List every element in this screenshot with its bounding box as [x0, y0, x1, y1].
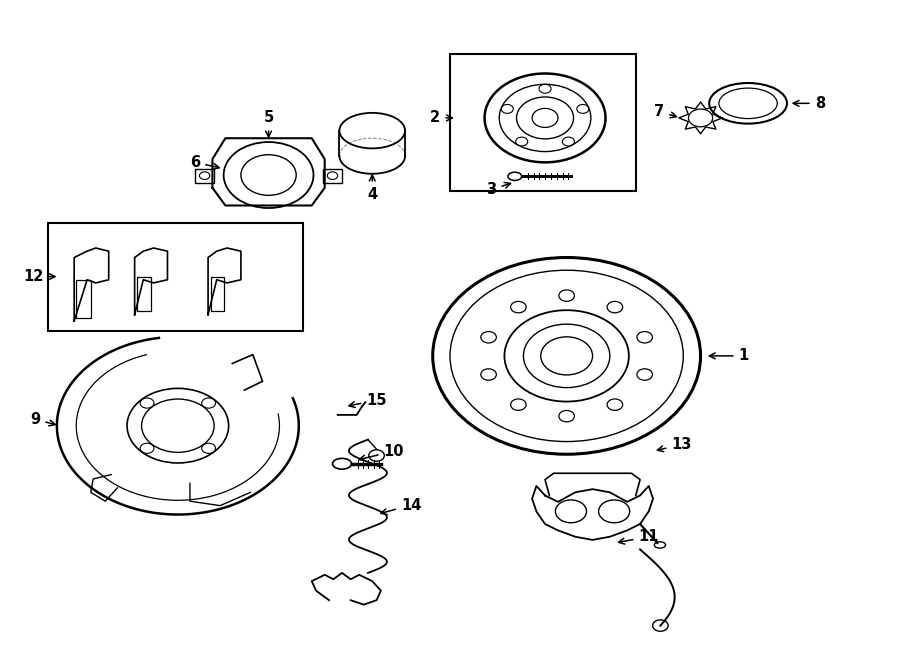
Text: 11: 11 — [618, 529, 659, 544]
Bar — [137, 276, 151, 311]
Bar — [76, 280, 92, 318]
Text: 8: 8 — [793, 96, 825, 111]
Text: 6: 6 — [190, 155, 220, 170]
Text: 1: 1 — [709, 348, 749, 364]
Text: 3: 3 — [486, 182, 510, 197]
Bar — [450, 54, 635, 191]
Bar — [195, 169, 214, 182]
Bar — [211, 276, 224, 311]
Text: 14: 14 — [381, 498, 421, 515]
Bar — [49, 223, 303, 330]
Text: 5: 5 — [264, 110, 274, 137]
Text: 10: 10 — [359, 444, 404, 461]
Text: 9: 9 — [31, 412, 55, 427]
Text: 7: 7 — [654, 104, 677, 119]
Text: 4: 4 — [367, 175, 377, 202]
Text: 15: 15 — [349, 393, 387, 408]
Text: 13: 13 — [657, 437, 692, 452]
Text: 12: 12 — [23, 269, 55, 284]
Bar — [323, 169, 342, 182]
Text: 2: 2 — [430, 110, 453, 126]
